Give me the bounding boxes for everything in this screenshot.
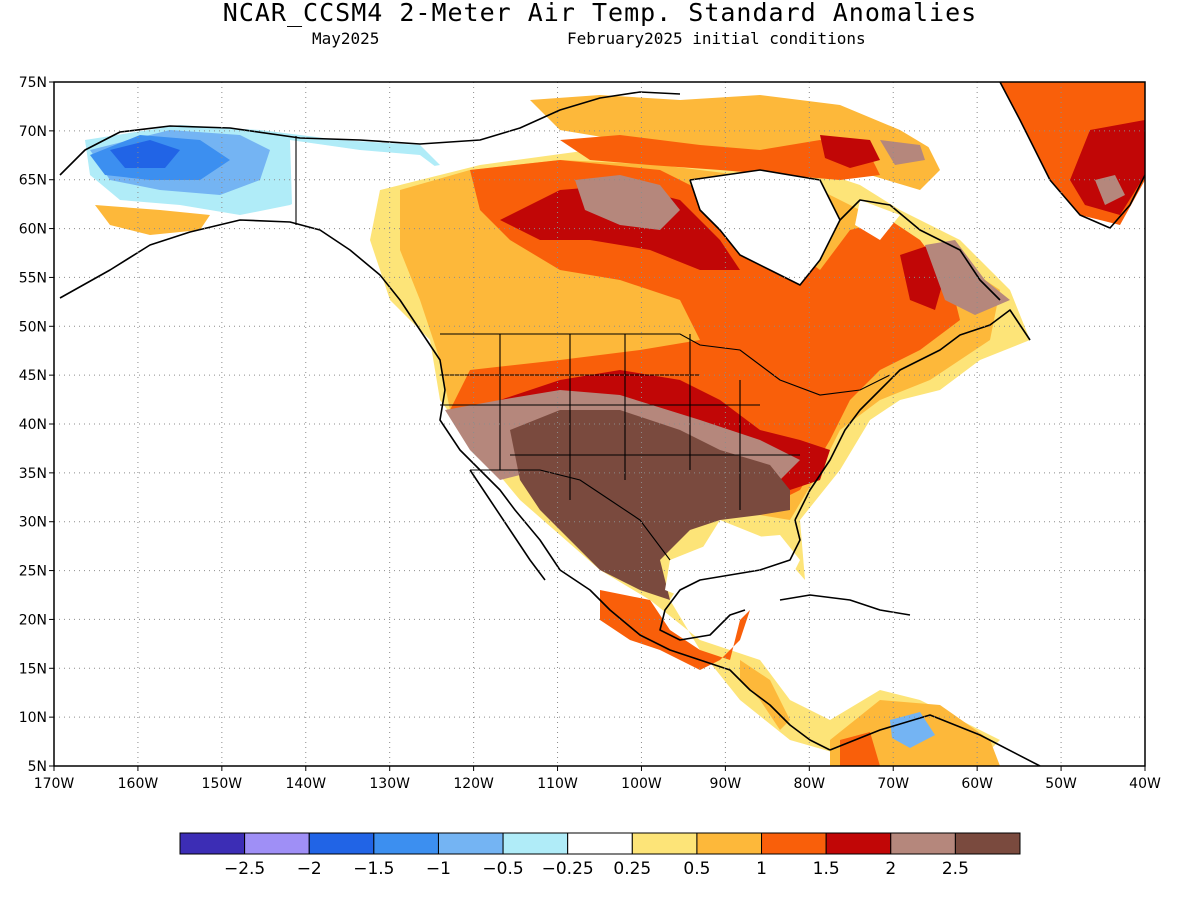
south-america-anomaly-cold bbox=[890, 712, 935, 748]
lat-tick-label: 40N bbox=[19, 417, 47, 433]
colorbar-label: −2.5 bbox=[224, 859, 265, 879]
colorbar-label: 2 bbox=[885, 859, 896, 879]
chart-title: NCAR_CCSM4 2-Meter Air Temp. Standard An… bbox=[222, 0, 978, 27]
lon-tick-label: 100W bbox=[621, 776, 662, 792]
lon-tick-label: 150W bbox=[202, 776, 243, 792]
arctic-islands-anomaly-rose bbox=[880, 140, 925, 165]
lon-tick-label: 50W bbox=[1045, 776, 1077, 792]
gulf-of-mexico-water bbox=[665, 535, 800, 600]
lon-tick-label: 40W bbox=[1129, 776, 1161, 792]
colorbar-label: 2.5 bbox=[942, 859, 969, 879]
south-america-anomaly-deep bbox=[840, 732, 880, 766]
colorbar-label: −1.5 bbox=[353, 859, 394, 879]
lat-tick-label: 60N bbox=[19, 222, 47, 238]
lon-tick-label: 110W bbox=[537, 776, 578, 792]
colorbar-swatch bbox=[825, 832, 892, 855]
lat-tick-label: 45N bbox=[19, 368, 47, 384]
coast-baja bbox=[469, 469, 546, 581]
colorbar-swatch bbox=[761, 832, 827, 855]
canada-white-zone bbox=[290, 140, 440, 215]
colorbar-swatch bbox=[890, 832, 956, 855]
lon-tick-label: 140W bbox=[285, 776, 326, 792]
colorbar-swatch bbox=[373, 832, 439, 855]
lon-tick-label: 130W bbox=[369, 776, 410, 792]
title-block: NCAR_CCSM4 2-Meter Air Temp. Standard An… bbox=[0, 0, 1200, 60]
lon-tick-label: 90W bbox=[710, 776, 742, 792]
coast-south-america bbox=[829, 714, 1041, 766]
initial-conditions: February2025 initial conditions bbox=[567, 29, 866, 48]
arctic-islands-anomaly-red bbox=[820, 135, 880, 168]
colorbar-label: 0.25 bbox=[613, 859, 651, 879]
border-us-mexico bbox=[470, 469, 671, 561]
lat-tick-label: 35N bbox=[19, 466, 47, 482]
lat-tick-label: 55N bbox=[19, 270, 47, 286]
lat-tick-label: 20N bbox=[19, 612, 47, 628]
colorbar-swatch bbox=[179, 832, 246, 855]
land-anomaly-red-north bbox=[500, 185, 740, 270]
lon-tick-label: 160W bbox=[118, 776, 159, 792]
land-anomaly-brown bbox=[510, 410, 790, 600]
alaska-anomaly-cold-core bbox=[110, 140, 180, 168]
coast-caribbean bbox=[779, 594, 911, 616]
colorbar-swatch bbox=[308, 832, 375, 855]
colorbar-label: 1 bbox=[756, 859, 767, 879]
lat-tick-label: 15N bbox=[19, 661, 47, 677]
coast-hudson-bay bbox=[689, 169, 841, 286]
colorbar-label: 0.5 bbox=[683, 859, 710, 879]
coast-gulf bbox=[659, 519, 801, 641]
gridlines bbox=[54, 82, 1145, 766]
lat-tick-label: 25N bbox=[19, 564, 47, 580]
colorbar-swatch bbox=[567, 832, 633, 855]
colorbar-swatch bbox=[696, 832, 763, 855]
lon-tick-label: 120W bbox=[453, 776, 494, 792]
coast-labrador bbox=[839, 199, 1001, 301]
coast-greenland bbox=[999, 82, 1145, 229]
lat-tick-label: 10N bbox=[19, 710, 47, 726]
land-anomaly-rose-north bbox=[575, 175, 680, 230]
lon-tick-label: 170W bbox=[34, 776, 75, 792]
colorbar-swatch bbox=[954, 832, 1021, 855]
lat-tick-label: 75N bbox=[19, 75, 47, 91]
colorbar-swatch bbox=[437, 832, 504, 855]
colorbar-label: −1 bbox=[426, 859, 451, 879]
greenland-anomaly-rose bbox=[1095, 175, 1125, 205]
hudson-bay-white bbox=[855, 200, 900, 240]
lat-tick-label: 50N bbox=[19, 319, 47, 335]
coast-atlantic bbox=[794, 309, 1031, 521]
colorbar-label: −0.25 bbox=[542, 859, 594, 879]
colorbar-swatch bbox=[244, 832, 310, 855]
colorbar-label: −2 bbox=[297, 859, 322, 879]
arctic-islands-anomaly-deep bbox=[560, 135, 880, 180]
valid-month: May2025 bbox=[312, 29, 380, 48]
colorbar-label: −0.5 bbox=[482, 859, 523, 879]
colorbar: −2.5 −2 −1.5 −1 −0.5 −0.25 0.25 0.5 1 1.5 2 2.5 bbox=[179, 832, 1021, 879]
hudson-bay-water bbox=[690, 170, 840, 285]
lon-tick-label: 60W bbox=[961, 776, 993, 792]
lat-tick-label: 65N bbox=[19, 173, 47, 189]
lon-ticks: 170W 160W 150W 140W 130W 120W 110W 100W 90W 80W 70… bbox=[34, 766, 1161, 792]
land-anomaly-rose-east bbox=[925, 240, 1010, 315]
lon-tick-label: 80W bbox=[793, 776, 825, 792]
colorbar-swatch bbox=[631, 832, 698, 855]
baffin-bay-water bbox=[900, 82, 1010, 200]
border-us-canada bbox=[440, 333, 891, 396]
lat-tick-label: 70N bbox=[19, 124, 47, 140]
lat-tick-label: 5N bbox=[28, 759, 47, 775]
colorbar-swatch bbox=[502, 832, 569, 855]
alaska-anomaly-warm-south bbox=[95, 205, 210, 235]
lat-ticks: 75N 70N 65N 60N 55N 50N 45N 40N 35N 30N 25N 20N 15N 1… bbox=[19, 75, 54, 775]
lat-tick-label: 30N bbox=[19, 515, 47, 531]
greenland-anomaly-red bbox=[1070, 120, 1145, 215]
mexico-anomaly-deep bbox=[600, 590, 750, 670]
colorbar-label: 1.5 bbox=[813, 859, 840, 879]
lon-tick-label: 70W bbox=[877, 776, 909, 792]
